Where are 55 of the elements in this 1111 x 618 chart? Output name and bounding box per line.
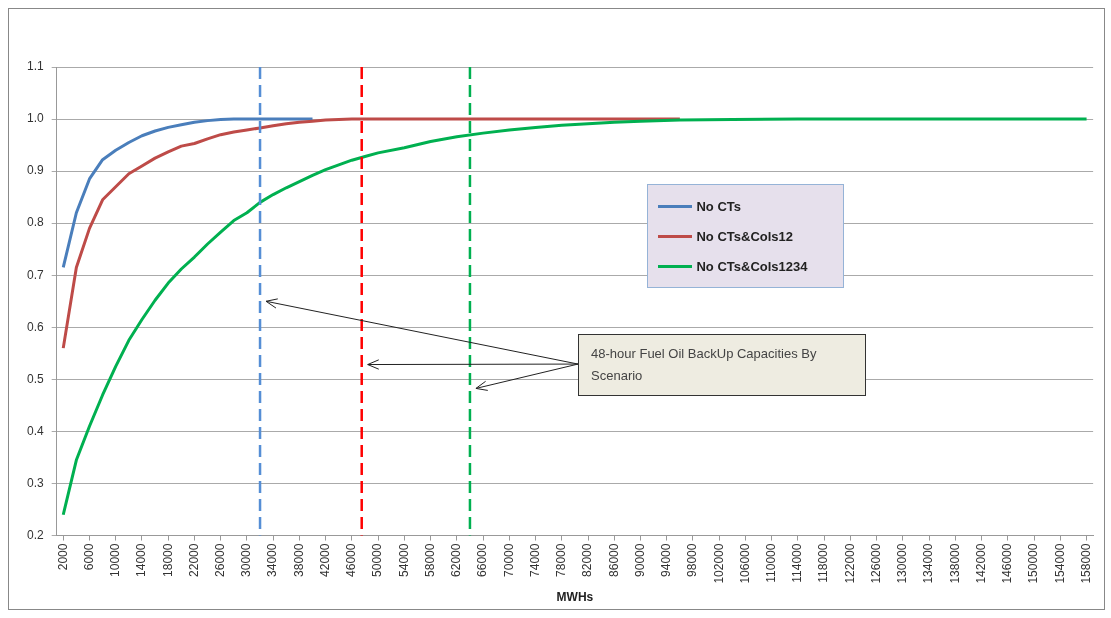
x-tick-label: 50000 <box>370 543 385 577</box>
x-tick-label: 46000 <box>344 543 359 577</box>
x-tick-label: 18000 <box>160 543 175 577</box>
x-tick-label: 146000 <box>1000 543 1015 584</box>
x-tick-label: 150000 <box>1026 543 1041 584</box>
x-tick-label: 122000 <box>842 543 857 584</box>
x-tick-label: 102000 <box>711 543 726 584</box>
x-tick-label: 86000 <box>606 543 621 577</box>
x-tick-label: 98000 <box>685 543 700 577</box>
y-tick-label: 0.2 <box>26 527 44 542</box>
x-tick-label: 78000 <box>554 543 569 577</box>
legend-label: No CTs&Cols12 <box>696 228 794 244</box>
x-tick-label: 54000 <box>396 543 411 577</box>
x-tick-label: 6000 <box>81 543 96 571</box>
legend-label: No CTs <box>696 198 741 214</box>
x-tick-label: 142000 <box>973 543 988 584</box>
x-tick-label: 94000 <box>659 543 674 577</box>
x-tick-label: 30000 <box>239 543 254 577</box>
y-tick-label: 1.1 <box>26 59 44 74</box>
x-tick-label: 58000 <box>422 543 437 577</box>
y-tick-label: 0.9 <box>26 163 44 178</box>
legend-label: No CTs&Cols1234 <box>696 258 808 274</box>
x-tick-label: 154000 <box>1052 543 1067 584</box>
x-tick-label: 134000 <box>921 543 936 584</box>
x-tick-label: 14000 <box>134 543 149 577</box>
x-tick-label: 118000 <box>816 543 831 583</box>
callout-box: 48-hour Fuel Oil BackUp Capacities By Scenario <box>578 334 866 397</box>
x-tick-label: 10000 <box>108 543 123 577</box>
x-tick-label: 126000 <box>868 543 883 584</box>
y-tick-label: 1.0 <box>26 111 44 126</box>
x-tick-label: 90000 <box>632 543 647 577</box>
x-tick-label: 106000 <box>737 543 752 584</box>
x-tick-label: 2000 <box>55 543 70 571</box>
x-tick-label: 138000 <box>947 543 962 584</box>
y-tick-label: 0.5 <box>26 371 44 386</box>
x-tick-label: 62000 <box>449 543 464 577</box>
y-tick-label: 0.3 <box>26 475 44 490</box>
x-tick-label: 74000 <box>527 543 542 577</box>
y-tick-label: 0.4 <box>26 423 44 438</box>
x-tick-label: 82000 <box>580 543 595 577</box>
x-tick-label: 42000 <box>317 543 332 577</box>
x-tick-label: 22000 <box>186 543 201 577</box>
x-tick-label: 70000 <box>501 543 516 577</box>
x-tick-label: 158000 <box>1078 543 1093 584</box>
x-tick-label: 110000 <box>764 543 779 583</box>
y-tick-label: 0.8 <box>26 215 44 230</box>
x-tick-label: 114000 <box>790 543 805 583</box>
x-tick-label: 130000 <box>895 543 910 584</box>
x-tick-label: 66000 <box>475 543 490 577</box>
x-tick-label: 34000 <box>265 543 280 577</box>
x-axis-title: MWHs <box>556 590 594 605</box>
y-tick-label: 0.7 <box>26 267 44 282</box>
x-tick-label: 26000 <box>212 543 227 577</box>
y-tick-label: 0.6 <box>26 319 44 334</box>
x-tick-label: 38000 <box>291 543 306 577</box>
